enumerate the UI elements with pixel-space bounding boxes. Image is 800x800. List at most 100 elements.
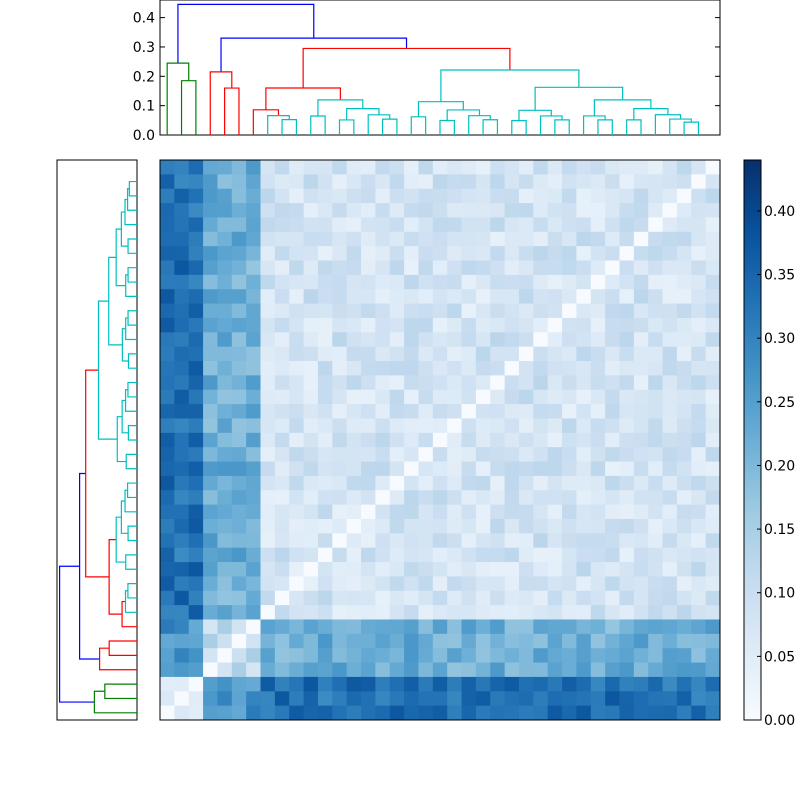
top-ytick-label: 0.1: [133, 99, 155, 115]
heatmap-cell: [217, 432, 233, 448]
heatmap-cell: [317, 303, 333, 319]
heatmap-cell: [404, 676, 419, 692]
heatmap-cell: [174, 648, 190, 663]
heatmap-cell: [260, 705, 276, 721]
heatmap-cell: [590, 231, 606, 247]
left-dendrogram-link: [128, 180, 137, 197]
heatmap-cell: [160, 404, 175, 419]
heatmap-cell: [648, 447, 663, 462]
heatmap-cell: [648, 289, 663, 304]
heatmap-cell: [547, 289, 563, 304]
left-dendrogram-link: [124, 489, 137, 513]
heatmap-cell: [303, 289, 319, 304]
heatmap-cell: [418, 203, 434, 218]
heatmap-cell: [188, 562, 204, 577]
heatmap-cell: [676, 418, 692, 434]
heatmap-cell: [160, 691, 175, 707]
heatmap-cell: [475, 562, 491, 577]
heatmap-cell: [404, 633, 419, 649]
heatmap-cell: [475, 590, 491, 606]
heatmap-cell: [576, 217, 592, 233]
heatmap-cell: [691, 361, 707, 376]
heatmap-cell: [188, 188, 204, 204]
heatmap-cell: [547, 619, 563, 635]
heatmap-cell: [332, 375, 348, 391]
heatmap-cell: [590, 547, 606, 563]
heatmap-cell: [547, 475, 563, 491]
heatmap-cell: [562, 289, 577, 304]
heatmap-cell: [648, 518, 663, 534]
heatmap-cell: [289, 475, 304, 491]
heatmap-cell: [447, 648, 462, 663]
heatmap-cell: [404, 203, 419, 218]
heatmap-cell: [346, 389, 362, 405]
heatmap-cell: [346, 188, 362, 204]
heatmap-cell: [174, 461, 190, 477]
heatmap-cell: [605, 389, 620, 405]
heatmap-cell: [547, 518, 563, 534]
heatmap-cell: [361, 361, 376, 376]
heatmap-cell: [188, 203, 204, 218]
heatmap-cell: [332, 648, 348, 663]
heatmap-cell: [203, 648, 218, 663]
heatmap-cell: [605, 332, 620, 348]
heatmap-cell: [160, 260, 175, 276]
heatmap-cell: [203, 274, 218, 290]
heatmap-cell: [274, 490, 290, 506]
heatmap-cell: [432, 576, 448, 592]
heatmap-cell: [662, 418, 678, 434]
heatmap-cell: [518, 648, 534, 663]
heatmap-cell: [174, 174, 190, 190]
heatmap-cell: [231, 518, 247, 534]
heatmap-cell: [447, 590, 462, 606]
heatmap-cell: [317, 217, 333, 233]
heatmap-cell: [518, 317, 534, 333]
heatmap-cell: [404, 705, 419, 721]
heatmap-cell: [217, 203, 233, 218]
heatmap-cell: [605, 504, 620, 520]
heatmap-cell: [361, 274, 376, 290]
heatmap-cell: [691, 389, 707, 405]
heatmap-cell: [174, 274, 190, 290]
heatmap-cell: [691, 605, 707, 620]
heatmap-cell: [303, 605, 319, 620]
heatmap-cell: [303, 217, 319, 233]
heatmap-cell: [619, 432, 635, 448]
heatmap-cell: [346, 691, 362, 707]
heatmap-cell: [160, 461, 175, 477]
heatmap-cell: [518, 461, 534, 477]
heatmap-cell: [188, 475, 204, 491]
heatmap-cell: [160, 317, 175, 333]
heatmap-cell: [303, 518, 319, 534]
heatmap-cell: [289, 404, 304, 419]
heatmap-cell: [332, 605, 348, 620]
top-dendrogram-link: [440, 69, 580, 102]
heatmap-cell: [317, 562, 333, 577]
left-dendrogram-links: [59, 180, 137, 714]
heatmap-cell: [490, 389, 506, 405]
heatmap-cell: [260, 389, 276, 405]
heatmap-cell: [160, 160, 175, 175]
heatmap-cell: [562, 504, 577, 520]
heatmap-cell: [590, 676, 606, 692]
heatmap-cell: [461, 533, 477, 549]
heatmap-cell: [533, 203, 549, 218]
heatmap-cell: [590, 260, 606, 276]
heatmap-cell: [590, 217, 606, 233]
heatmap-cell: [361, 375, 376, 391]
heatmap-cell: [705, 504, 721, 520]
heatmap-cell: [475, 533, 491, 549]
heatmap-cell: [418, 346, 434, 362]
heatmap-cell: [231, 490, 247, 506]
heatmap-cell: [705, 303, 721, 319]
heatmap-cell: [504, 260, 520, 276]
heatmap-cell: [160, 547, 175, 563]
heatmap-cell: [361, 504, 376, 520]
heatmap-cell: [246, 418, 261, 434]
heatmap-cell: [303, 389, 319, 405]
heatmap-cell: [676, 217, 692, 233]
heatmap-cell: [504, 274, 520, 290]
heatmap-cell: [662, 274, 678, 290]
heatmap-cell: [504, 605, 520, 620]
heatmap-cell: [274, 289, 290, 304]
